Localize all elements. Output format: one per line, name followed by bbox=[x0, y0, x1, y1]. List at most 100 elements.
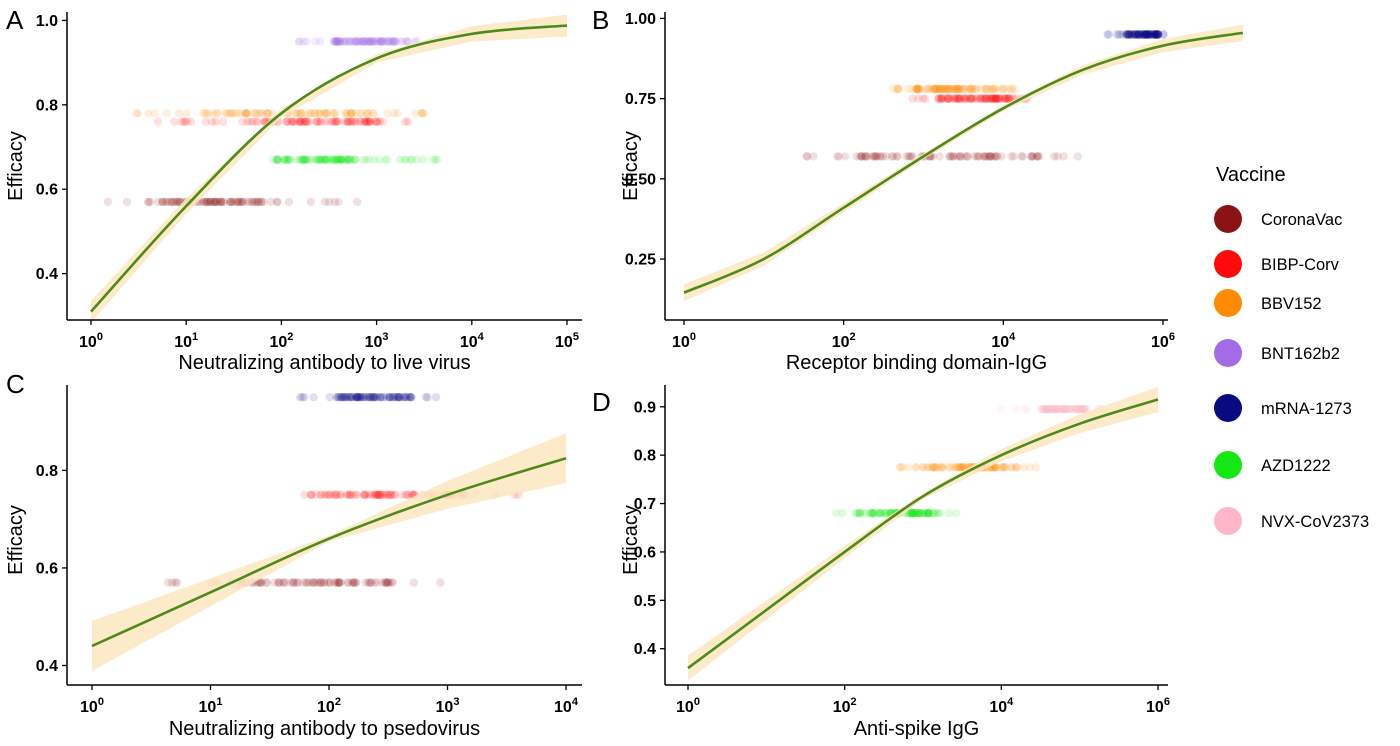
data-point bbox=[199, 109, 208, 118]
x-tick-label: 102 bbox=[269, 331, 293, 351]
data-point bbox=[289, 578, 298, 587]
data-point bbox=[957, 463, 966, 472]
data-point bbox=[210, 197, 219, 207]
data-point bbox=[365, 37, 374, 46]
data-point bbox=[1025, 463, 1035, 472]
data-point bbox=[1125, 30, 1134, 39]
data-point bbox=[1132, 30, 1141, 39]
data-point bbox=[369, 393, 378, 402]
data-point bbox=[945, 94, 954, 103]
data-point bbox=[297, 109, 306, 118]
data-point bbox=[840, 152, 850, 161]
data-point bbox=[904, 84, 913, 94]
data-point bbox=[308, 155, 317, 164]
data-point bbox=[1043, 405, 1052, 414]
data-point bbox=[313, 155, 323, 164]
data-point bbox=[362, 37, 371, 46]
data-point bbox=[325, 197, 334, 207]
data-point bbox=[336, 155, 345, 164]
data-point bbox=[336, 37, 345, 46]
data-point bbox=[402, 37, 411, 46]
data-point bbox=[1153, 30, 1162, 39]
data-point bbox=[320, 578, 329, 587]
data-point bbox=[393, 109, 402, 118]
data-point bbox=[952, 509, 961, 518]
data-point bbox=[951, 84, 961, 94]
data-point bbox=[996, 94, 1005, 103]
x-tick-base: 10 bbox=[989, 699, 1007, 716]
data-point bbox=[1123, 30, 1133, 39]
data-point bbox=[892, 152, 901, 161]
data-point bbox=[338, 393, 348, 402]
data-point bbox=[302, 578, 311, 587]
data-point bbox=[263, 578, 272, 587]
data-point bbox=[872, 509, 882, 518]
data-point bbox=[1153, 30, 1163, 39]
data-point bbox=[300, 155, 309, 164]
data-point bbox=[914, 94, 923, 103]
data-point bbox=[375, 155, 384, 164]
data-point bbox=[375, 490, 384, 499]
data-point bbox=[239, 197, 248, 207]
data-point bbox=[868, 509, 877, 518]
data-point bbox=[351, 37, 360, 46]
data-point bbox=[292, 109, 302, 118]
data-point bbox=[372, 578, 382, 587]
x-tick-base: 10 bbox=[554, 699, 572, 716]
data-point bbox=[933, 463, 943, 472]
data-point bbox=[256, 578, 265, 587]
data-point bbox=[907, 152, 916, 161]
data-point bbox=[365, 578, 374, 587]
data-point bbox=[347, 109, 356, 118]
data-point bbox=[402, 155, 411, 164]
data-point bbox=[908, 94, 917, 103]
data-point bbox=[375, 37, 385, 46]
data-point bbox=[346, 393, 356, 402]
data-point bbox=[1075, 405, 1085, 414]
data-point bbox=[1075, 405, 1084, 414]
data-point bbox=[393, 393, 403, 402]
data-point bbox=[939, 463, 948, 472]
data-point bbox=[1027, 152, 1036, 161]
legend-swatch bbox=[1214, 205, 1242, 233]
data-point bbox=[378, 490, 387, 499]
data-point bbox=[1048, 405, 1057, 414]
data-point bbox=[373, 490, 383, 499]
data-point bbox=[162, 197, 171, 207]
data-point bbox=[324, 155, 333, 164]
legend-item-bnt162b2: BNT162b2 bbox=[1214, 339, 1340, 367]
data-point bbox=[354, 393, 363, 402]
data-point bbox=[857, 152, 866, 161]
data-point bbox=[372, 393, 381, 402]
data-point bbox=[201, 117, 210, 126]
data-point bbox=[959, 84, 969, 94]
data-point bbox=[922, 509, 931, 518]
data-point bbox=[299, 37, 308, 46]
data-point bbox=[875, 152, 885, 161]
data-point bbox=[1012, 463, 1021, 472]
data-point bbox=[344, 155, 354, 164]
data-point bbox=[283, 155, 292, 164]
data-point bbox=[1041, 405, 1050, 414]
data-point bbox=[936, 84, 945, 94]
y-tick-label: 0.8 bbox=[36, 463, 58, 480]
data-point bbox=[394, 393, 403, 402]
data-point bbox=[950, 84, 959, 94]
data-point bbox=[266, 197, 276, 207]
data-point bbox=[912, 84, 921, 94]
data-point bbox=[385, 578, 394, 587]
data-point bbox=[334, 197, 343, 207]
data-point bbox=[993, 94, 1002, 103]
data-point bbox=[261, 578, 270, 587]
data-point bbox=[243, 117, 252, 126]
data-point bbox=[293, 109, 302, 118]
data-point bbox=[226, 197, 235, 207]
data-point bbox=[861, 152, 870, 161]
data-point bbox=[1065, 405, 1075, 414]
data-point bbox=[249, 109, 259, 118]
confidence-band bbox=[92, 433, 566, 671]
data-point bbox=[360, 490, 369, 499]
data-point bbox=[958, 463, 968, 472]
data-point bbox=[330, 197, 339, 207]
data-point bbox=[309, 393, 318, 402]
